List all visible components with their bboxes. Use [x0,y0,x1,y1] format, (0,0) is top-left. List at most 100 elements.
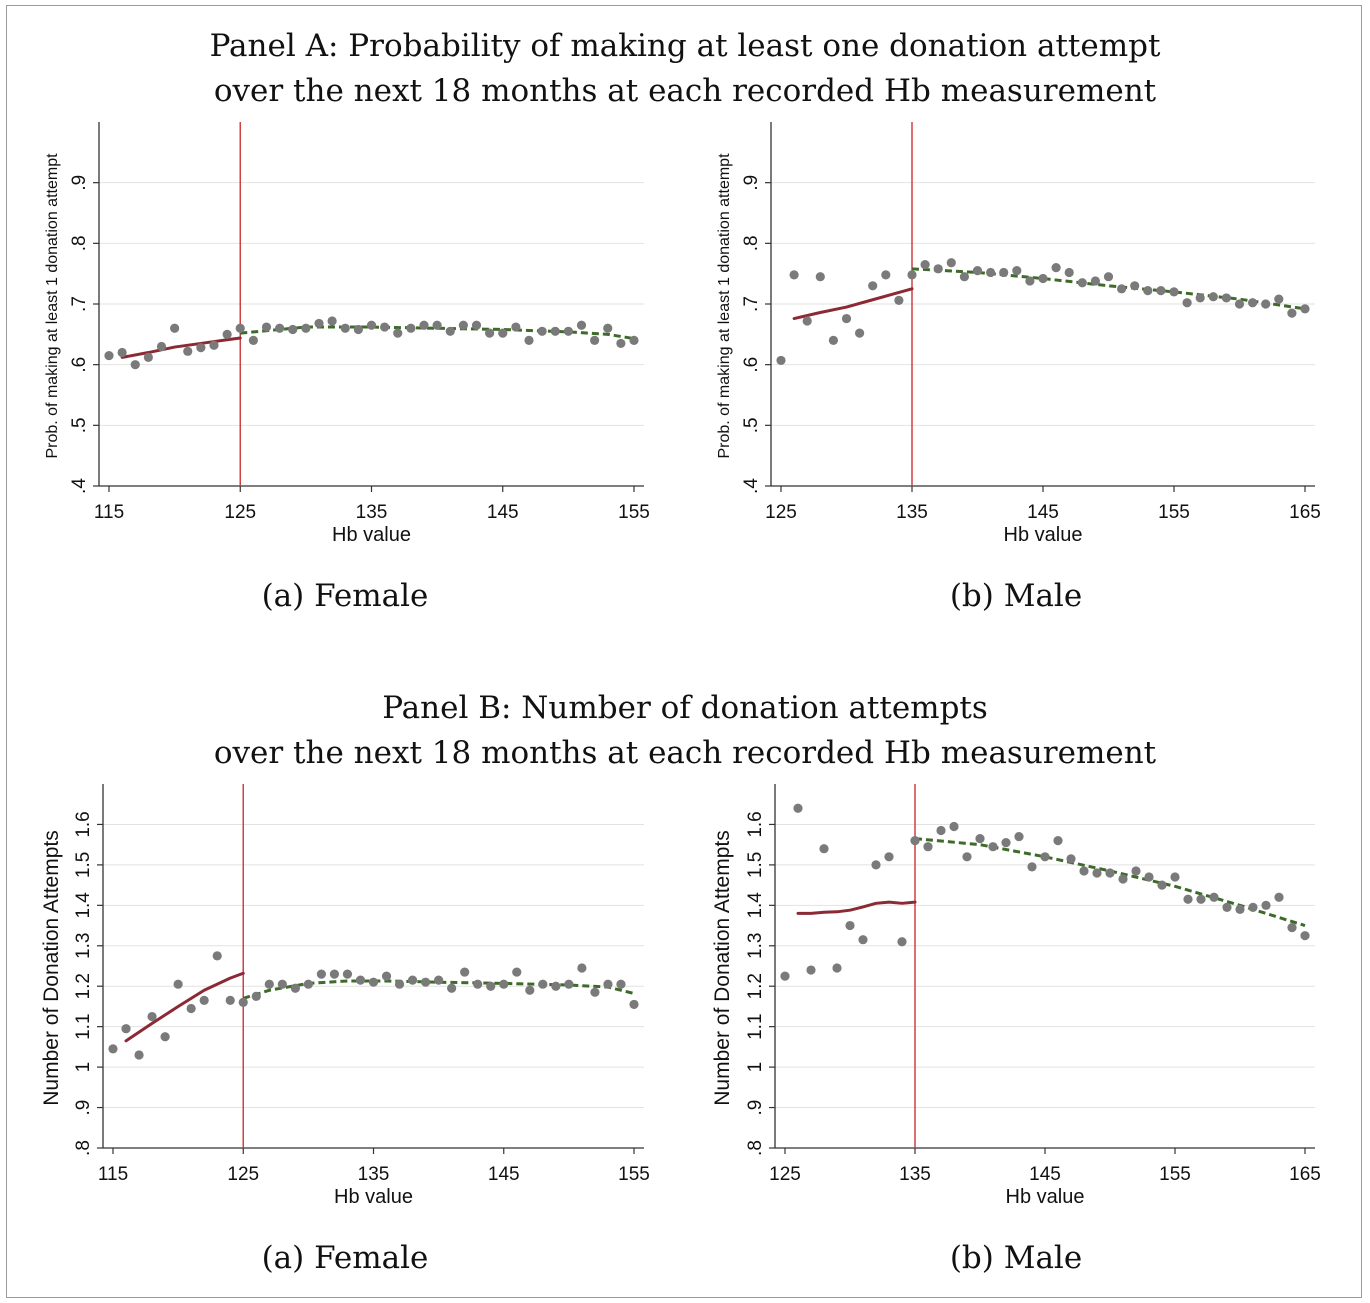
y-tick-label: .9 [73,1100,94,1116]
data-point [183,346,193,356]
y-tick-label: 1 [745,1062,766,1073]
caption-panel-b-male: (b) Male [949,1240,1083,1276]
x-tick-label: 145 [488,1164,520,1185]
data-point [419,320,429,330]
data-point [329,969,340,979]
data-point [1274,892,1284,902]
data-point [1156,286,1166,296]
data-point [134,1050,144,1060]
y-tick-label: .5 [741,417,762,433]
data-point [434,975,444,985]
data-point [1040,852,1050,862]
figure-frame [6,5,1362,1298]
data-point [603,323,613,333]
data-point [117,347,127,358]
data-point [212,951,222,961]
data-point [301,323,311,333]
data-point [1235,904,1245,914]
data-point [845,920,855,931]
y-tick-label: .7 [69,296,90,312]
data-point [988,842,998,852]
data-point [525,985,535,995]
data-point [920,259,930,270]
x-tick-label: 155 [1159,1164,1191,1185]
y-tick-label: .4 [69,478,90,494]
data-point [537,326,547,336]
data-point [815,272,825,282]
y-tick-label: 1.1 [73,1013,94,1039]
data-point [366,320,377,330]
data-point [277,979,287,989]
y-tick-label: 1 [73,1062,94,1073]
data-point [1066,854,1076,864]
data-point [1248,902,1258,912]
data-point [551,981,561,991]
data-point [1300,931,1310,941]
y-tick-label: 1.6 [73,811,94,837]
y-axis-label: Number of Donation Attempts [711,830,734,1105]
panel-b-title-line1: Panel B: Number of donation attempts [382,690,988,726]
data-point [186,1003,196,1014]
y-tick-label: .8 [741,235,762,251]
data-point [577,963,587,973]
x-tick-label: 145 [1027,502,1059,523]
y-tick-label: 1.3 [745,933,766,959]
fit-line-below-cutoff [124,971,245,1043]
x-tick-label: 165 [1289,502,1321,523]
data-point [629,999,639,1010]
data-point [407,975,418,985]
data-point [104,350,114,361]
x-tick-label: 125 [224,502,256,523]
data-point [222,329,232,339]
data-point [342,969,353,979]
data-point [143,352,153,362]
data-point [393,328,403,338]
data-point [1287,922,1297,933]
x-tick-label: 125 [765,502,797,523]
x-tick-label: 135 [896,502,928,523]
data-point [1090,276,1100,286]
data-point [460,967,470,977]
y-tick-label: 1.1 [745,1013,766,1039]
panel-a-title-line2: over the next 18 months at each recorded… [213,73,1157,109]
data-point [1221,293,1231,303]
data-point [1234,299,1245,309]
data-point [1222,902,1232,912]
data-point [1103,272,1114,282]
data-point [1130,281,1140,291]
data-point [946,258,956,268]
x-tick-label: 145 [1029,1164,1061,1185]
data-point [499,979,509,989]
data-point [828,335,839,345]
data-point [881,270,891,280]
data-point [563,326,573,336]
data-point [1051,263,1061,273]
data-point [858,935,868,945]
x-axis-label: Hb value [332,524,411,546]
x-tick-label: 135 [899,1164,931,1185]
y-tick-label: .8 [745,1140,766,1156]
y-tick-label: 1.5 [73,852,94,878]
data-point [972,266,983,276]
data-point [868,281,878,291]
data-point [629,335,639,345]
data-point [147,1011,157,1022]
y-axis-label: Number of Donation Attempts [40,830,63,1105]
data-point [238,997,248,1008]
data-point [802,316,812,326]
data-point [447,983,457,993]
data-point [303,979,313,989]
y-tick-label: .8 [73,1140,94,1156]
data-point [975,834,985,844]
data-point [959,272,970,282]
data-point [353,324,363,335]
data-point [1195,293,1205,303]
y-tick-label: 1.5 [745,852,766,878]
data-point [406,323,416,333]
data-point [1092,868,1102,878]
data-point [780,971,790,981]
data-point [986,267,996,278]
y-tick-label: .5 [69,417,90,433]
data-point [1064,267,1074,278]
